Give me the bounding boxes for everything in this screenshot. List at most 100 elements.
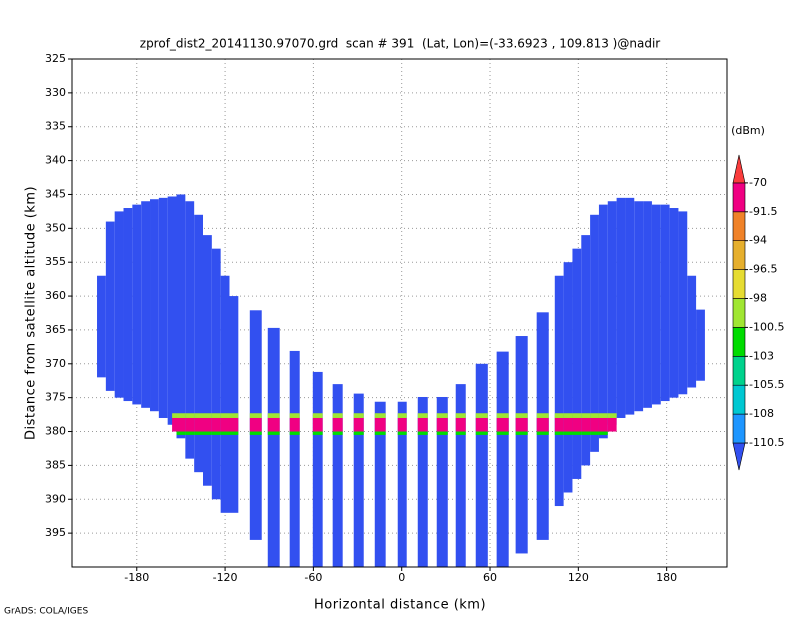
x-axis-label: Horizontal distance (km) — [314, 598, 486, 613]
surface-echo — [220, 413, 230, 418]
beam — [563, 262, 573, 493]
surface-echo — [267, 413, 280, 418]
surface-echo — [194, 413, 203, 418]
beam — [353, 393, 364, 567]
surface-echo — [203, 417, 212, 432]
beam — [607, 201, 617, 425]
surface-echo — [475, 431, 488, 435]
surface-echo — [475, 413, 488, 418]
surface-echo — [374, 431, 386, 435]
surface-echo — [353, 431, 364, 435]
surface-echo — [536, 431, 549, 435]
surface-echo — [581, 413, 591, 418]
beam — [158, 197, 168, 418]
surface-echo — [475, 417, 488, 432]
beam — [332, 384, 343, 567]
surface-echo — [249, 417, 262, 432]
colorbar-segment — [732, 211, 746, 242]
colorbar-unit: (dBm) — [731, 124, 765, 137]
surface-echo — [176, 431, 186, 435]
y-tick-label: 375 — [45, 391, 66, 404]
surface-echo — [496, 431, 509, 435]
colorbar-label: -103 — [749, 349, 774, 362]
beam — [616, 197, 626, 418]
colorbar-label: -70 — [749, 176, 767, 189]
beam — [590, 214, 599, 452]
surface-echo — [590, 417, 599, 432]
beam — [643, 201, 652, 408]
surface-echo — [417, 417, 428, 432]
colorbar-label: -96.5 — [749, 263, 777, 276]
x-tick-label: 0 — [398, 571, 405, 584]
surface-echo — [563, 431, 573, 435]
surface-echo — [436, 413, 448, 418]
surface-echo — [598, 417, 608, 432]
surface-echo — [289, 431, 300, 435]
y-tick-label: 395 — [45, 526, 66, 539]
y-tick-label: 385 — [45, 458, 66, 471]
surface-echo — [312, 413, 323, 418]
surface-echo — [220, 417, 230, 432]
surface-echo — [267, 431, 280, 435]
colorbar-segment — [732, 240, 746, 270]
colorbar-segment — [732, 384, 746, 415]
surface-echo — [554, 413, 564, 418]
beam — [105, 221, 115, 391]
chart-title: zprof_dist2_20141130.97070.grd scan # 39… — [140, 37, 661, 51]
surface-echo — [536, 413, 549, 418]
beam — [496, 351, 509, 567]
surface-echo — [374, 413, 386, 418]
beam — [696, 309, 705, 381]
surface-echo — [185, 417, 195, 432]
surface-echo — [436, 417, 448, 432]
y-tick-label: 370 — [45, 357, 66, 370]
beam — [167, 196, 177, 425]
y-tick-label: 390 — [45, 492, 66, 505]
beam — [436, 396, 448, 567]
beam — [150, 199, 159, 412]
beam — [554, 275, 564, 507]
y-tick-label: 335 — [45, 120, 66, 133]
surface-echo — [332, 413, 343, 418]
beam — [687, 275, 697, 388]
plot-frame — [71, 58, 728, 568]
y-tick-label: 330 — [45, 86, 66, 99]
beam — [374, 401, 386, 567]
surface-echo — [496, 413, 509, 418]
y-axis-label: Distance from satellite altitude (km) — [24, 186, 39, 440]
surface-echo — [229, 431, 239, 435]
surface-echo — [211, 431, 221, 435]
colorbar-segment — [732, 413, 746, 444]
beam — [123, 208, 133, 402]
surface-echo — [312, 417, 323, 432]
surface-echo — [455, 431, 466, 435]
x-tick-label: 180 — [656, 571, 677, 584]
surface-echo — [353, 413, 364, 418]
footer: GrADS: COLA/IGES — [4, 607, 88, 617]
beam — [475, 363, 488, 567]
beam — [581, 235, 591, 466]
surface-echo — [572, 413, 582, 418]
beam — [625, 197, 635, 415]
x-tick-label: -180 — [124, 571, 149, 584]
beam — [634, 201, 644, 412]
beam — [176, 194, 186, 439]
surface-echo — [598, 413, 608, 418]
surface-echo — [203, 413, 212, 418]
surface-echo — [220, 431, 230, 435]
surface-echo — [332, 417, 343, 432]
y-tick-label: 365 — [45, 323, 66, 336]
beam — [678, 211, 688, 395]
beam — [312, 371, 323, 567]
y-tick-label: 325 — [45, 52, 66, 65]
surface-echo — [590, 431, 599, 435]
colorbar-segment — [732, 269, 746, 299]
beam — [660, 204, 670, 402]
surface-echo — [581, 431, 591, 435]
colorbar-segment — [732, 298, 746, 328]
surface-echo — [554, 417, 564, 432]
x-tick-label: 60 — [483, 571, 497, 584]
colorbar: -110.5 -108 -105.5 -103 -100.5 -98 -96.5 -94 -91… — [732, 154, 784, 471]
surface-echo — [455, 413, 466, 418]
